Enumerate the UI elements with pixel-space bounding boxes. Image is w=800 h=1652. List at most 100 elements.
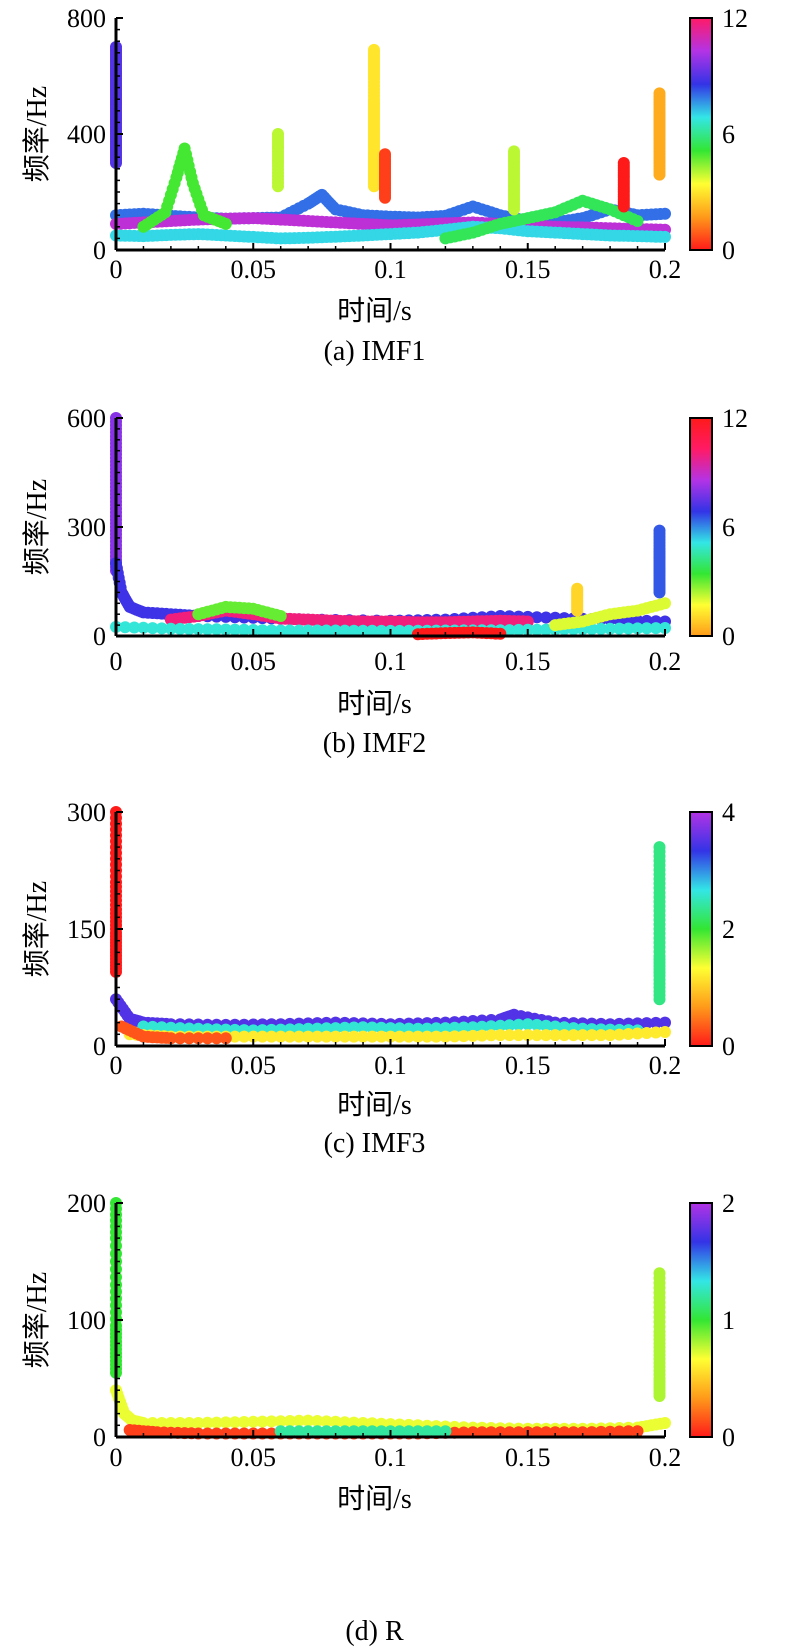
data-point bbox=[228, 1416, 241, 1429]
data-point bbox=[540, 1019, 552, 1032]
data-point bbox=[653, 586, 666, 599]
data-point bbox=[659, 230, 671, 243]
x-tick-label: 0.15 bbox=[505, 255, 551, 284]
data-point bbox=[421, 1425, 434, 1438]
data-point bbox=[540, 611, 552, 624]
data-point bbox=[595, 1425, 607, 1438]
x-tick-label: 0.1 bbox=[374, 255, 407, 284]
data-point bbox=[146, 622, 159, 635]
x-tick-label: 0.1 bbox=[374, 1051, 407, 1080]
data-point bbox=[558, 1029, 571, 1042]
data-point bbox=[494, 1019, 507, 1032]
data-point bbox=[366, 1030, 379, 1043]
data-point bbox=[302, 1414, 315, 1427]
data-point bbox=[164, 622, 177, 635]
data-point bbox=[530, 1029, 543, 1042]
scatter-points bbox=[110, 806, 671, 1045]
data-point bbox=[530, 1018, 543, 1031]
data-point bbox=[640, 1017, 653, 1030]
data-point bbox=[174, 1417, 187, 1429]
data-point bbox=[192, 1032, 205, 1045]
data-point bbox=[210, 1416, 223, 1429]
data-point bbox=[201, 1416, 214, 1429]
data-point bbox=[448, 1030, 461, 1043]
data-point bbox=[512, 1426, 525, 1439]
data-point bbox=[595, 622, 607, 635]
x-axis-label: 时间/s bbox=[337, 1089, 412, 1121]
data-point bbox=[302, 1425, 315, 1438]
data-point bbox=[283, 1030, 296, 1043]
colorbar-tick-label: 0 bbox=[722, 622, 735, 651]
data-point bbox=[508, 203, 520, 216]
data-point bbox=[613, 622, 626, 635]
colorbar-tick-label: 12 bbox=[722, 4, 748, 33]
data-point bbox=[659, 597, 671, 610]
data-point bbox=[228, 623, 241, 636]
data-point bbox=[302, 624, 315, 637]
data-point bbox=[174, 1022, 187, 1035]
data-point bbox=[393, 624, 406, 637]
y-tick-label: 150 bbox=[67, 915, 106, 944]
data-point bbox=[576, 1029, 589, 1042]
data-point bbox=[640, 622, 653, 635]
data-point bbox=[540, 623, 552, 636]
data-point bbox=[439, 1030, 452, 1043]
data-point bbox=[274, 1415, 287, 1428]
data-point bbox=[320, 1030, 333, 1043]
data-point bbox=[649, 1016, 662, 1029]
data-point bbox=[311, 624, 324, 637]
y-axis-label: 频率/Hz bbox=[21, 881, 53, 977]
data-point bbox=[402, 1425, 415, 1438]
data-point bbox=[219, 1416, 232, 1429]
data-point bbox=[338, 1416, 351, 1429]
y-tick-label: 100 bbox=[67, 1306, 106, 1335]
data-point bbox=[338, 1030, 351, 1043]
data-point bbox=[411, 1030, 424, 1043]
x-tick-label: 0.2 bbox=[649, 255, 682, 284]
data-point bbox=[375, 1021, 388, 1034]
panel-caption: (c) IMF3 bbox=[324, 1128, 426, 1159]
data-point bbox=[384, 1030, 397, 1043]
y-tick-label: 300 bbox=[67, 513, 106, 542]
data-point bbox=[384, 1022, 397, 1035]
data-point bbox=[393, 1425, 406, 1438]
data-point bbox=[164, 1021, 177, 1034]
data-point bbox=[357, 1021, 369, 1034]
data-point bbox=[503, 624, 516, 637]
data-point bbox=[659, 1026, 671, 1038]
x-tick-label: 0.2 bbox=[649, 647, 682, 676]
data-point bbox=[201, 623, 214, 636]
data-point bbox=[375, 1425, 388, 1438]
data-point bbox=[457, 1030, 470, 1043]
data-point bbox=[521, 615, 534, 628]
data-point bbox=[653, 168, 666, 181]
data-point bbox=[357, 1417, 369, 1429]
data-point bbox=[421, 1030, 434, 1043]
data-point bbox=[576, 1426, 589, 1439]
data-point bbox=[302, 1030, 315, 1043]
data-point bbox=[320, 1425, 333, 1438]
data-point bbox=[512, 1029, 525, 1042]
y-axis-label: 频率/Hz bbox=[21, 86, 53, 182]
data-point bbox=[338, 1425, 351, 1438]
data-point bbox=[347, 1021, 360, 1034]
colorbar-tick-label: 1 bbox=[722, 1306, 735, 1335]
data-point bbox=[366, 1425, 379, 1438]
data-point bbox=[311, 1425, 324, 1438]
data-point bbox=[558, 1426, 571, 1439]
chart-panel-4: 0 0.05 0.1 0.15 0.2 0 100 200 时间/s 频率/Hz (d) R 0 1 2 bbox=[21, 1189, 735, 1647]
data-point bbox=[530, 611, 543, 624]
data-point bbox=[320, 1022, 333, 1035]
data-point bbox=[649, 1026, 662, 1039]
data-point bbox=[521, 1029, 534, 1042]
data-point bbox=[659, 622, 671, 634]
y-tick-label: 0 bbox=[93, 1423, 106, 1452]
data-point bbox=[653, 993, 666, 1006]
panel-caption: (d) R bbox=[345, 1616, 404, 1647]
data-point bbox=[613, 1425, 626, 1438]
data-point bbox=[338, 1021, 351, 1034]
x-tick-label: 0.2 bbox=[649, 1051, 682, 1080]
data-point bbox=[457, 1021, 470, 1034]
data-point bbox=[329, 1415, 342, 1428]
data-point bbox=[256, 1030, 269, 1043]
